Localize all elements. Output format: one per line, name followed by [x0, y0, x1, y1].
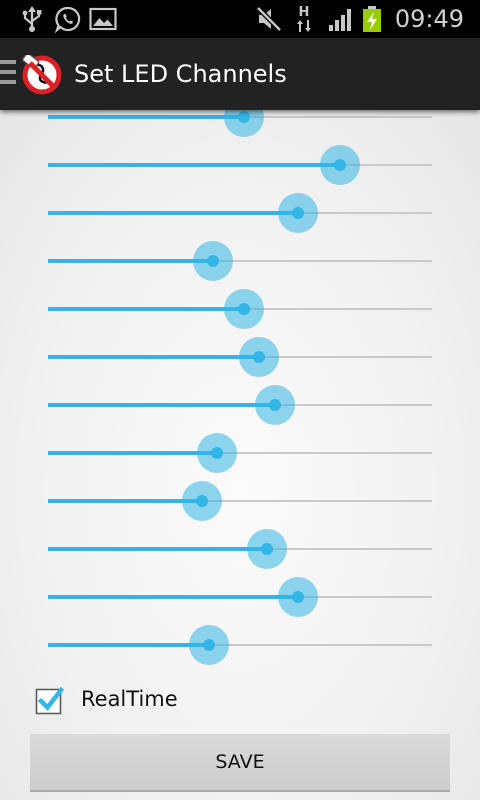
- status-time: 09:49: [394, 5, 464, 33]
- status-bar: H 09:49: [0, 0, 480, 38]
- slider-thumb[interactable]: [291, 207, 304, 219]
- slider-fill: [48, 595, 298, 599]
- slider-track: [48, 644, 432, 646]
- slider-thumb[interactable]: [253, 351, 266, 363]
- slider-thumb[interactable]: [207, 255, 220, 267]
- slider-fill: [48, 451, 217, 455]
- led-channel-slider-1[interactable]: [30, 110, 450, 141]
- save-button[interactable]: SAVE: [30, 734, 450, 792]
- battery-charging-icon: [360, 0, 384, 38]
- slider-fill: [48, 499, 202, 503]
- led-off-logo-icon[interactable]: [21, 52, 63, 95]
- slider-thumb[interactable]: [260, 543, 273, 555]
- page-title: Set LED Channels: [74, 60, 287, 88]
- action-bar: Set LED Channels: [0, 38, 480, 110]
- hspa-data-icon: H: [292, 0, 316, 38]
- led-channels-panel: RealTime SAVE: [0, 110, 480, 800]
- led-channel-slider-9[interactable]: [30, 477, 450, 525]
- slider-fill: [48, 115, 244, 119]
- led-channel-slider-3[interactable]: [30, 189, 450, 237]
- slider-thumb[interactable]: [210, 447, 223, 459]
- led-channel-slider-8[interactable]: [30, 429, 450, 477]
- led-channel-slider-2[interactable]: [30, 141, 450, 189]
- realtime-checkbox[interactable]: [35, 686, 65, 715]
- whatsapp-icon: [53, 0, 83, 38]
- slider-thumb[interactable]: [291, 591, 304, 603]
- led-channel-slider-11[interactable]: [30, 573, 450, 621]
- slider-thumb[interactable]: [333, 159, 346, 171]
- slider-fill: [48, 403, 275, 407]
- gallery-icon: [88, 0, 118, 38]
- realtime-row[interactable]: RealTime: [30, 678, 330, 720]
- network-type-label: H: [298, 4, 310, 20]
- led-channel-slider-7[interactable]: [30, 381, 450, 429]
- led-channel-slider-12[interactable]: [30, 621, 450, 669]
- mute-icon: [254, 0, 284, 38]
- slider-fill: [48, 643, 210, 647]
- slider-fill: [48, 307, 244, 311]
- led-channel-slider-10[interactable]: [30, 525, 450, 573]
- led-channel-slider-4[interactable]: [30, 237, 450, 285]
- data-arrows-icon: [297, 19, 311, 32]
- slider-fill: [48, 547, 267, 551]
- led-channel-slider-6[interactable]: [30, 333, 450, 381]
- usb-icon: [18, 0, 46, 38]
- slider-thumb[interactable]: [203, 639, 216, 651]
- realtime-label: RealTime: [81, 687, 178, 711]
- drawer-icon[interactable]: [0, 60, 16, 86]
- slider-thumb[interactable]: [268, 399, 281, 411]
- slider-fill: [48, 211, 298, 215]
- slider-track: [48, 260, 432, 262]
- signal-icon: [326, 0, 356, 38]
- slider-track: [48, 452, 432, 454]
- slider-track: [48, 500, 432, 502]
- slider-thumb[interactable]: [195, 495, 208, 507]
- led-channel-slider-5[interactable]: [30, 285, 450, 333]
- slider-thumb[interactable]: [237, 303, 250, 315]
- slider-fill: [48, 259, 214, 263]
- slider-fill: [48, 163, 340, 167]
- slider-thumb[interactable]: [237, 111, 250, 123]
- slider-fill: [48, 355, 260, 359]
